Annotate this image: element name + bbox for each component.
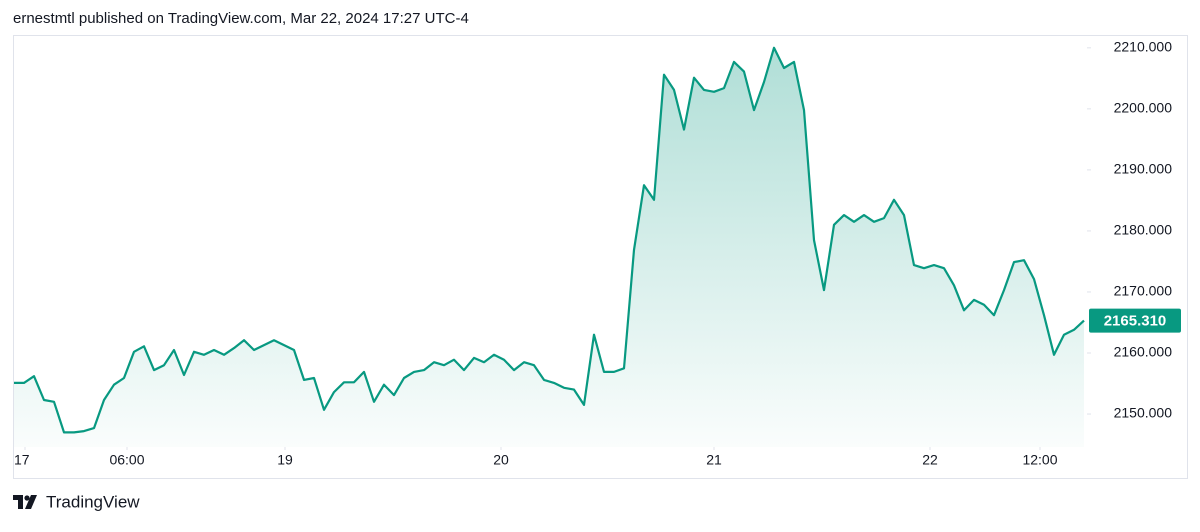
x-tick-label: 20 [493,452,509,468]
y-tick-label: 2180.000 [1114,222,1173,238]
y-tick-label: 2170.000 [1114,283,1173,299]
y-tick-label: 2200.000 [1114,100,1173,116]
brand-logo [13,495,37,509]
chart-frame [13,35,1188,479]
x-tick-label: 19 [277,452,293,468]
y-tick-label: 2190.000 [1114,161,1173,177]
brand-name: TradingView [46,492,140,511]
x-tick-label: 12:00 [1022,452,1057,468]
y-tick-label: 2210.000 [1114,39,1173,55]
x-tick-label: 06:00 [109,452,144,468]
x-tick-label: 21 [706,452,722,468]
x-tick-label: 22 [922,452,938,468]
area-fill [14,47,1084,448]
price-label-box [1089,308,1181,333]
price-label: 2165.310 [1104,313,1167,330]
x-tick-label: 17 [14,452,30,468]
y-tick-label: 2160.000 [1114,344,1173,360]
header-text: ernestmtl published on TradingView.com, … [13,10,469,27]
y-tick-label: 2150.000 [1114,405,1173,421]
price-line [14,46,1085,434]
